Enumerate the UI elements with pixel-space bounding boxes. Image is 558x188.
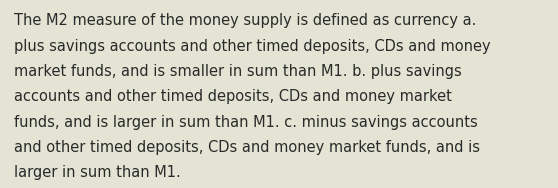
Text: market funds, and is smaller in sum than M1. b. plus savings: market funds, and is smaller in sum than… [14,64,461,79]
Text: The M2 measure of the money supply is defined as currency a.: The M2 measure of the money supply is de… [14,13,477,28]
Text: larger in sum than M1.: larger in sum than M1. [14,165,181,180]
Text: and other timed deposits, CDs and money market funds, and is: and other timed deposits, CDs and money … [14,140,480,155]
Text: plus savings accounts and other timed deposits, CDs and money: plus savings accounts and other timed de… [14,39,490,54]
Text: funds, and is larger in sum than M1. c. minus savings accounts: funds, and is larger in sum than M1. c. … [14,115,478,130]
Text: accounts and other timed deposits, CDs and money market: accounts and other timed deposits, CDs a… [14,89,452,104]
